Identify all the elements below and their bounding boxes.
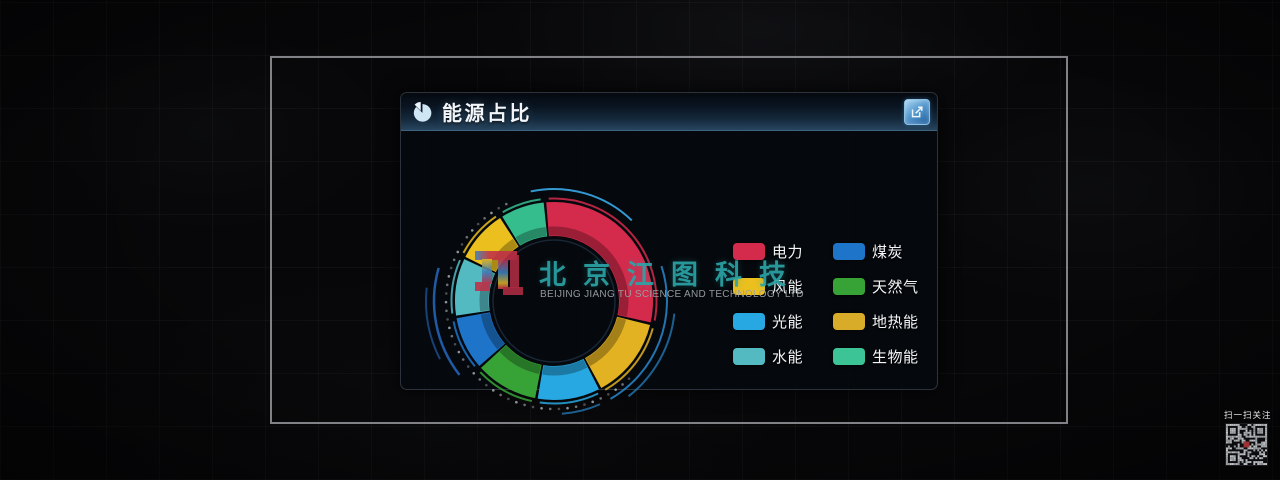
- legend-swatch: [833, 243, 865, 260]
- legend-label: 生物能: [872, 349, 919, 366]
- legend-label: 天然气: [872, 279, 919, 296]
- legend-item-4[interactable]: 水能: [733, 339, 821, 374]
- legend-swatch: [833, 313, 865, 330]
- legend-item-7[interactable]: 地热能: [833, 304, 921, 339]
- legend-swatch: [733, 278, 765, 295]
- energy-share-panel: 能源占比 电力风能光能水能 煤炭天然气地热能生物能: [400, 92, 938, 415]
- pie-chart-icon: [410, 100, 434, 124]
- legend-label: 地热能: [872, 314, 919, 331]
- legend-label: 风能: [772, 279, 804, 296]
- legend-item-8[interactable]: 生物能: [833, 339, 921, 374]
- legend-swatch: [733, 348, 765, 365]
- qr-caption: 扫一扫关注: [1224, 410, 1272, 420]
- legend-swatch: [733, 313, 765, 330]
- legend-label: 电力: [772, 244, 804, 261]
- qr-code: [1224, 423, 1268, 466]
- legend-swatch: [833, 278, 865, 295]
- panel-title: 能源占比: [442, 103, 532, 125]
- external-link-icon: [911, 105, 923, 117]
- chart-legend: 电力风能光能水能 煤炭天然气地热能生物能: [733, 234, 921, 374]
- legend-label: 煤炭: [872, 244, 904, 261]
- legend-item-3[interactable]: 光能: [733, 304, 821, 339]
- legend-item-1[interactable]: 电力: [733, 234, 821, 269]
- legend-swatch: [833, 348, 865, 365]
- legend-label: 水能: [772, 349, 804, 366]
- legend-swatch: [733, 243, 765, 260]
- legend-item-6[interactable]: 天然气: [833, 269, 921, 304]
- panel-header: 能源占比: [401, 93, 937, 131]
- energy-donut-chart: [425, 188, 676, 415]
- expand-button[interactable]: [904, 98, 930, 125]
- legend-item-2[interactable]: 风能: [733, 269, 821, 304]
- legend-item-5[interactable]: 煤炭: [833, 234, 921, 269]
- qr-follow-block: 扫一扫关注: [1224, 409, 1272, 471]
- legend-label: 光能: [772, 314, 804, 331]
- panel-body: 电力风能光能水能 煤炭天然气地热能生物能: [401, 131, 937, 415]
